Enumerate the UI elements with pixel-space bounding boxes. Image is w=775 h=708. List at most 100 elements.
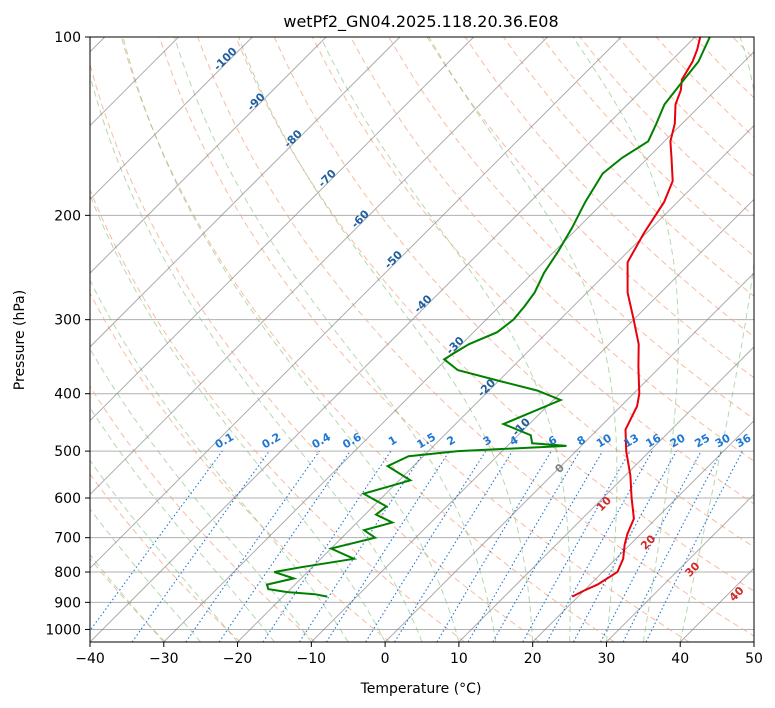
dry-adiabat [464,37,754,338]
isotherm [90,37,253,201]
y-tick-label: 200 [54,208,81,224]
dry-adiabat [541,37,754,257]
isotherm [606,493,754,642]
moist-adiabat-label: 10 [594,494,614,514]
line-labels: -100-90-80-70-60-50-40-30-20-100.1 0.2 0.4… [211,44,754,604]
moist-adiabat [173,37,497,642]
dry-adiabat [502,37,754,297]
y-tick-label: 800 [54,565,81,581]
moist-adiabat [238,37,534,642]
x-tick-label: 0 [381,651,390,667]
dry-adiabat [235,37,754,592]
y-tick-label: 700 [54,531,81,547]
y-tick-label: 100 [54,30,81,46]
mixing-ratio-line [645,450,743,642]
dry-adiabat [120,37,615,642]
background-lines [90,37,754,642]
moist-adiabat [428,37,618,642]
mixing-ratio-line [262,450,392,642]
isotherm-label: -60 [349,207,372,230]
isotherm [90,37,622,569]
isotherm [458,346,754,642]
isotherm-label: -40 [411,292,434,315]
mixing-ratio-label: 13 [621,431,641,450]
moist-adiabat [572,37,679,642]
dry-adiabat [426,37,754,379]
isotherm-label: -70 [316,167,339,190]
mixing-ratio-label: 0.1 [213,430,236,451]
mixing-ratio-label: 1 [386,433,399,448]
y-axis: 100 200 300 400 500 600 700 800 900 1000 [45,30,90,638]
dewpoint-profile [265,37,711,598]
y-tick-label: 600 [54,491,81,507]
isotherm [753,641,754,642]
mixing-ratio-line [394,450,513,642]
isotherm [90,37,401,348]
mixing-ratio-label: 36 [734,431,754,450]
moist-adiabat [90,554,165,642]
x-tick-label: 10 [450,651,468,667]
moist-adiabat [90,73,423,642]
profile-lines [265,37,711,598]
mixing-ratio-line [522,450,631,642]
moist-adiabat-label: 0 [552,461,567,476]
isotherm [237,124,754,642]
temperature-profile [571,37,702,598]
isotherm-label: -80 [281,127,304,150]
dry-adiabat [311,37,754,505]
dry-adiabat [388,37,754,420]
x-tick-label: 40 [671,651,689,667]
mixing-ratio-line [573,450,677,642]
moist-adiabat [90,508,202,642]
isotherm [90,37,327,274]
dry-adiabat [90,473,241,642]
y-tick-label: 300 [54,313,81,329]
dry-adiabat [90,292,391,642]
x-tick-label: −40 [75,651,105,667]
x-tick-label: 30 [598,651,616,667]
moist-adiabat [90,406,275,642]
isotherm-label: -90 [245,90,268,113]
dry-adiabat [694,37,754,99]
isotherm [90,37,548,496]
isotherm [532,419,754,642]
moist-adiabat [320,37,571,642]
mixing-ratio-label: 2 [445,433,458,448]
moist-adiabat [90,347,312,642]
mixing-ratio-line [218,450,351,642]
dry-adiabat [159,37,690,642]
dry-adiabat [90,385,316,642]
y-tick-label: 500 [54,444,81,460]
mixing-ratio-line [325,450,450,642]
y-tick-label: 400 [54,387,81,403]
isotherm [90,37,475,422]
mixing-ratio-label: 0.6 [340,430,364,451]
mixing-ratio-label: 20 [668,431,688,450]
isotherm [310,198,754,642]
mixing-ratio-line [467,450,581,642]
mixing-ratio-line [185,450,320,642]
moist-adiabat [90,459,238,642]
dry-adiabat [350,37,754,462]
mixing-ratio-label: 16 [644,431,664,450]
mixing-ratio-label: 0.4 [310,430,334,451]
isotherm [384,272,754,642]
dry-adiabat [273,37,754,548]
chart-title: wetPf2_GN04.2025.118.20.36.E08 [283,12,558,32]
y-axis-title: Pressure (hPa) [12,290,28,390]
moist-adiabat [122,37,460,642]
mixing-ratio-label: 25 [692,431,712,450]
isotherm [163,51,754,642]
isotherm [90,37,696,642]
x-tick-label: −30 [149,651,179,667]
x-axis-title: Temperature (°C) [360,681,482,697]
moist-adiabat-label: 40 [727,584,747,604]
x-tick-label: −10 [297,651,327,667]
mixing-ratio-label: 10 [594,431,614,450]
x-axis: −40 −30 −20 −10 0 10 20 30 40 50 [75,642,763,667]
y-tick-label: 900 [54,595,81,611]
dry-adiabat [90,188,465,642]
dry-adiabat [90,62,540,642]
mixing-ratio-line [131,450,270,642]
